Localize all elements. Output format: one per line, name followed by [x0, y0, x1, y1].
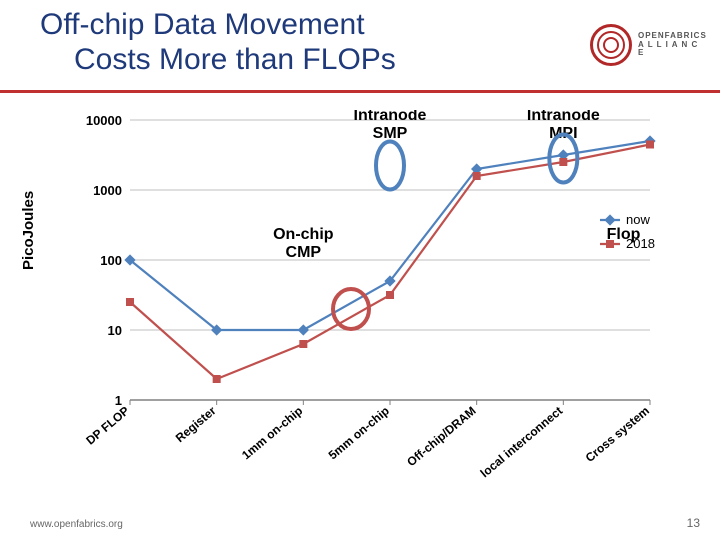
page-number: 13: [687, 516, 700, 530]
svg-text:1mm on-chip: 1mm on-chip: [239, 404, 305, 463]
svg-text:CMP: CMP: [286, 244, 322, 261]
svg-text:Register: Register: [173, 403, 219, 445]
logo-text-l2: A L L I A N C E: [638, 41, 707, 59]
svg-text:Intranode: Intranode: [354, 110, 427, 124]
svg-text:On-chip: On-chip: [273, 226, 334, 243]
svg-text:Intranode: Intranode: [527, 110, 600, 124]
title-line2: Costs More than FLOPs: [40, 43, 396, 78]
svg-text:Off-chip/DRAM: Off-chip/DRAM: [404, 404, 478, 470]
svg-text:local interconnect: local interconnect: [478, 404, 566, 480]
y-axis-label: PicoJoules: [20, 191, 37, 270]
svg-text:10000: 10000: [86, 113, 122, 128]
svg-text:DP FLOP: DP FLOP: [83, 404, 132, 448]
svg-text:1000: 1000: [93, 183, 122, 198]
svg-text:SMP: SMP: [373, 125, 408, 142]
chart-svg: 110100100010000IntranodeSMPIntranodeMPIO…: [70, 110, 670, 480]
svg-text:10: 10: [108, 323, 122, 338]
cost-chart: 110100100010000IntranodeSMPIntranodeMPIO…: [70, 110, 670, 440]
svg-text:now: now: [626, 212, 650, 227]
title-underline: [0, 90, 720, 93]
openfabrics-logo: OPENFABRICS A L L I A N C E: [590, 20, 700, 70]
svg-text:Cross system: Cross system: [583, 404, 652, 465]
svg-text:2018: 2018: [626, 236, 655, 251]
footer-url: www.openfabrics.org: [30, 519, 123, 530]
svg-text:5mm on-chip: 5mm on-chip: [326, 404, 392, 463]
title-line1: Off-chip Data Movement: [40, 8, 365, 41]
svg-text:100: 100: [100, 253, 122, 268]
logo-icon: [590, 24, 632, 66]
